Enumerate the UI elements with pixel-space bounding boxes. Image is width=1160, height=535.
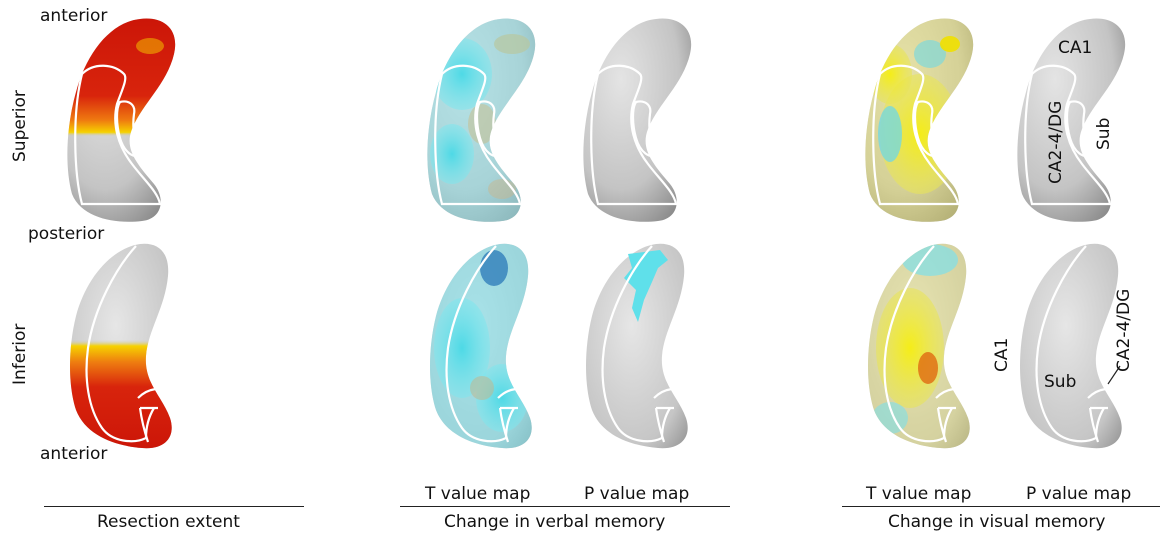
region-label-ca24dg-inferior: CA2-4/DG: [1114, 288, 1134, 372]
column-label-visual-p: P value map: [1026, 484, 1132, 504]
region-label-ca1-inferior: CA1: [992, 337, 1012, 372]
group-label-verbal: Change in verbal memory: [444, 512, 666, 532]
group-label-visual: Change in visual memory: [888, 512, 1106, 532]
group-label-resection: Resection extent: [97, 512, 240, 532]
region-label-ca1-superior: CA1: [1058, 38, 1093, 58]
region-label-sub-inferior: Sub: [1044, 372, 1077, 392]
column-label-verbal-p: P value map: [584, 484, 690, 504]
column-label-visual-t: T value map: [866, 484, 972, 504]
orientation-anterior-bottom: anterior: [40, 444, 108, 464]
rule-resection: [44, 506, 304, 507]
orientation-posterior: posterior: [28, 224, 105, 244]
rule-visual: [842, 506, 1160, 507]
column-label-verbal-t: T value map: [425, 484, 531, 504]
rule-verbal: [400, 506, 730, 507]
orientation-anterior-top: anterior: [40, 6, 108, 26]
